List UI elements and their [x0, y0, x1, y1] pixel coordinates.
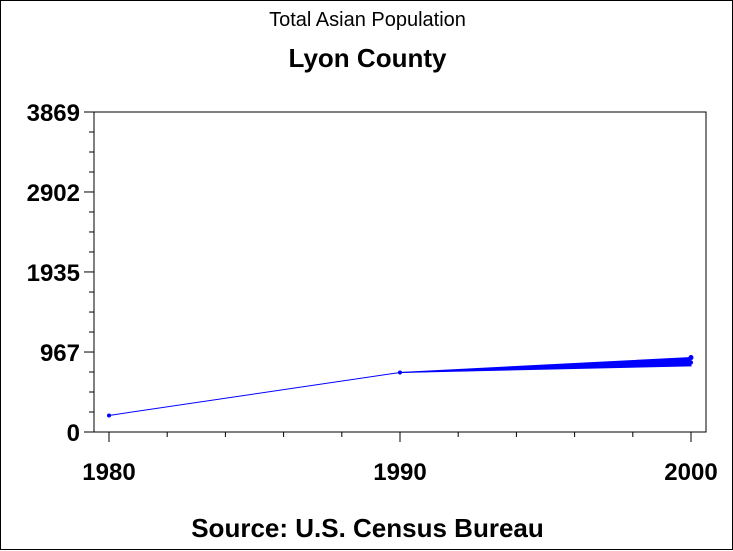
x-tick-label: 2000	[664, 459, 717, 486]
x-tick-label: 1980	[82, 459, 135, 486]
plot-area	[93, 111, 707, 433]
y-tick-label: 2902	[27, 180, 80, 207]
x-tick-label: 1990	[373, 459, 426, 486]
y-axis: 0 967 1935 2902 3869	[27, 100, 94, 447]
data-point	[107, 413, 111, 418]
y-tick-label: 3869	[27, 100, 80, 127]
x-axis: 1980 1990 2000	[82, 432, 718, 486]
series-range-band	[399, 357, 692, 373]
y-tick-label: 1935	[27, 260, 80, 287]
series-group	[107, 355, 694, 418]
data-point	[688, 355, 694, 361]
y-tick-label: 967	[40, 340, 80, 367]
y-tick-label: 0	[67, 420, 80, 447]
chart-subtitle: Lyon County	[288, 43, 447, 73]
source-footnote: Source: U.S. Census Bureau	[191, 513, 544, 543]
chart-title: Total Asian Population	[269, 9, 466, 31]
